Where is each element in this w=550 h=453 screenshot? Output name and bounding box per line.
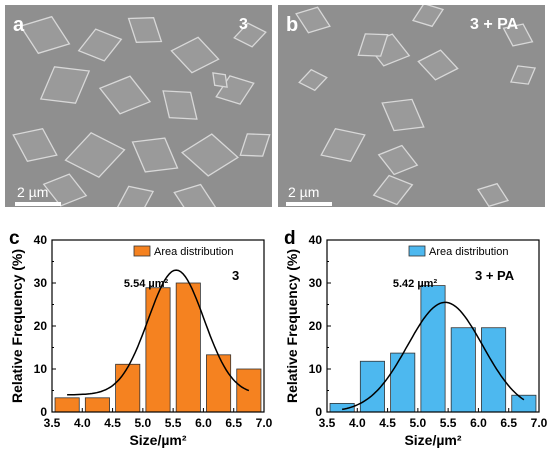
y-tick-label: 30 xyxy=(34,276,48,290)
flake xyxy=(19,15,71,55)
panel-label-b: b xyxy=(286,14,298,36)
y-tick-label: 30 xyxy=(309,276,323,290)
y-tick-label: 0 xyxy=(40,405,47,419)
x-tick-label: 7.0 xyxy=(531,416,548,430)
y-tick-label: 20 xyxy=(309,319,323,333)
sample-label-a: 3 xyxy=(239,16,248,33)
flake xyxy=(98,75,152,115)
flake xyxy=(381,98,425,132)
flake xyxy=(239,133,271,157)
flake xyxy=(173,183,217,207)
histogram-bar xyxy=(450,327,476,413)
histogram-bar xyxy=(206,354,232,413)
x-tick-label: 6.5 xyxy=(500,416,517,430)
y-axis-label: Relative Frequency (%) xyxy=(284,249,300,403)
x-tick-label: 7.0 xyxy=(256,416,273,430)
x-tick-label: 6.5 xyxy=(225,416,242,430)
sample-label-b: 3 + PA xyxy=(470,16,519,33)
sample-label-d: 3 + PA xyxy=(475,268,515,283)
flake xyxy=(12,127,58,163)
histogram-d-svg: 0 10 20 30 40 3.5 4.0 4.5 5.0 5.5 6.0 6.5 7.0 Size/µm… xyxy=(284,228,548,448)
scale-label-b: 2 µm xyxy=(288,184,319,200)
histogram-bar xyxy=(481,327,507,413)
flake xyxy=(502,23,534,47)
flake xyxy=(357,33,389,57)
histogram-bar xyxy=(145,287,171,413)
panel-label-d: d xyxy=(284,228,296,249)
histogram-bar xyxy=(54,397,80,413)
flake xyxy=(64,131,126,179)
flake xyxy=(476,182,510,207)
sem-image-a: a 3 2 µm xyxy=(5,5,272,207)
panel-label-c: c xyxy=(9,228,20,249)
legend-label: Area distribution xyxy=(429,246,509,258)
scale-label-a: 2 µm xyxy=(17,184,48,200)
x-tick-label: 6.0 xyxy=(470,416,487,430)
flake xyxy=(377,144,419,176)
histogram-bar xyxy=(390,352,416,413)
flake xyxy=(509,65,537,85)
histogram-chart-c: 0 10 20 30 40 3.5 4.0 4.5 5.0 5.5 6.0 6.5 7.0 Size/µm… xyxy=(0,224,275,453)
flake xyxy=(162,90,198,120)
y-tick-label: 0 xyxy=(315,405,322,419)
x-tick-label: 4.0 xyxy=(74,416,91,430)
gaussian-fit-curve xyxy=(67,269,250,396)
flake xyxy=(212,72,228,88)
legend-label: Area distribution xyxy=(154,246,234,258)
sem-image-a-canvas: a 3 2 µm xyxy=(5,5,272,207)
x-tick-label: 3.5 xyxy=(319,416,336,430)
sem-image-b: b 3 + PA 2 µm xyxy=(278,5,545,207)
x-tick-label: 4.0 xyxy=(349,416,366,430)
y-axis-label: Relative Frequency (%) xyxy=(9,249,25,403)
y-tick-label: 40 xyxy=(34,233,48,247)
peak-annotation: 5.54 µm² xyxy=(124,278,169,290)
scale-bar-a xyxy=(15,202,61,206)
flake xyxy=(131,137,179,173)
y-tick-label: 20 xyxy=(34,319,48,333)
flake xyxy=(411,5,445,28)
flake xyxy=(42,173,88,207)
legend-swatch xyxy=(408,245,426,257)
x-tick-label: 5.0 xyxy=(135,416,152,430)
y-tick-label: 10 xyxy=(309,362,323,376)
x-axis-label: Size/µm² xyxy=(404,432,461,448)
histogram-c-svg: 0 10 20 30 40 3.5 4.0 4.5 5.0 5.5 6.0 6.5 7.0 Size/µm… xyxy=(9,228,273,448)
histogram-bar xyxy=(420,285,446,413)
x-tick-label: 4.5 xyxy=(379,416,396,430)
peak-annotation: 5.42 µm² xyxy=(393,278,438,290)
x-tick-label: 5.0 xyxy=(410,416,427,430)
histogram-bar xyxy=(115,363,141,413)
x-tick-label: 5.5 xyxy=(440,416,457,430)
flake xyxy=(181,133,239,177)
flake xyxy=(372,174,414,206)
histogram-bar xyxy=(175,282,201,413)
histogram-bar xyxy=(511,394,537,413)
histogram-bar xyxy=(236,368,262,413)
flake xyxy=(417,49,459,81)
sample-label-c: 3 xyxy=(232,268,239,283)
x-tick-label: 4.5 xyxy=(104,416,121,430)
gaussian-fit-curve xyxy=(341,301,525,411)
flake xyxy=(127,17,163,43)
y-tick-label: 40 xyxy=(309,233,323,247)
x-tick-label: 5.5 xyxy=(165,416,182,430)
flake xyxy=(116,185,155,207)
x-tick-label: 6.0 xyxy=(195,416,212,430)
histogram-bar xyxy=(84,397,110,413)
flake xyxy=(295,6,331,34)
sem-image-b-canvas: b 3 + PA 2 µm xyxy=(278,5,545,207)
flake xyxy=(39,66,91,104)
panel-label-a: a xyxy=(13,14,25,36)
flake xyxy=(298,68,328,92)
x-tick-label: 3.5 xyxy=(44,416,61,430)
flake xyxy=(233,22,267,48)
flake xyxy=(170,36,220,74)
x-axis-label: Size/µm² xyxy=(129,432,186,448)
flake xyxy=(77,28,123,62)
y-tick-label: 10 xyxy=(34,362,48,376)
flake xyxy=(320,127,366,163)
legend-swatch xyxy=(133,245,151,257)
histogram-chart-d: 0 10 20 30 40 3.5 4.0 4.5 5.0 5.5 6.0 6.5 7.0 Size/µm… xyxy=(275,224,550,453)
scale-bar-b xyxy=(286,202,332,206)
